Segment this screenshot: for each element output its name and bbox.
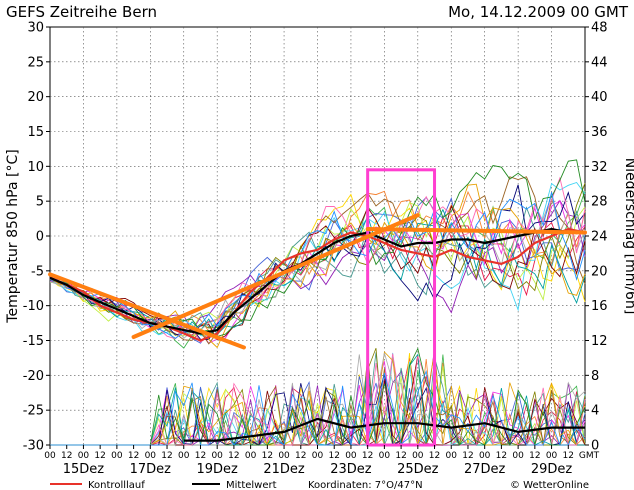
y-left-tick-label: -20: [23, 369, 44, 384]
main-series: [49, 227, 586, 442]
y-right-tick-label: 0: [591, 439, 599, 454]
y-left-tick-label: -15: [23, 334, 44, 349]
x-hour-label: 12: [496, 451, 507, 461]
y-left-tick-label: 10: [27, 160, 44, 175]
x-hour-label: 12: [262, 451, 273, 461]
mean-temp-line: [49, 227, 585, 335]
x-hour-label: 12: [128, 451, 139, 461]
x-hour-label: 00: [479, 451, 491, 461]
x-hour-label: 00: [412, 451, 424, 461]
x-hour-label: 12: [563, 451, 574, 461]
y-right-tick-label: 24: [591, 230, 608, 245]
x-hour-label: 12: [195, 451, 206, 461]
x-hour-label: 12: [429, 451, 440, 461]
y-left-tick-label: 5: [36, 195, 44, 210]
x-day-label: 27Dez: [464, 462, 506, 477]
x-hour-label: 00: [78, 451, 90, 461]
x-hour-label: 00: [211, 451, 223, 461]
x-day-label: 21Dez: [263, 462, 305, 477]
x-day-label: 23Dez: [330, 462, 372, 477]
y-left-tick-label: -10: [23, 299, 44, 314]
x-hour-label: 12: [462, 451, 473, 461]
x-day-label: 19Dez: [197, 462, 239, 477]
y-right-tick-label: 20: [591, 264, 608, 279]
annotations: [48, 168, 587, 447]
x-day-label: 15Dez: [63, 462, 105, 477]
x-day-label: 17Dez: [130, 462, 172, 477]
y-right-tick-label: 12: [591, 334, 608, 349]
y-left-tick-label: -30: [23, 439, 44, 454]
y-left-tick-label: 0: [36, 230, 44, 245]
y-left-tick-label: 30: [27, 21, 44, 36]
x-day-label: 25Dez: [397, 462, 439, 477]
legend-kontroll-label: Kontrolllauf: [88, 480, 145, 490]
y-left-tick-label: -5: [31, 264, 44, 279]
x-hour-label: 12: [529, 451, 540, 461]
x-hour-label: 00: [145, 451, 157, 461]
x-hour-label: 00: [245, 451, 257, 461]
x-hour-label: 12: [94, 451, 105, 461]
y-right-tick-label: 40: [591, 90, 608, 105]
temp-member-line: [49, 183, 586, 349]
legend-credit: © WetterOnline: [510, 480, 589, 490]
x-hour-label: 00: [546, 451, 558, 461]
x-hour-label: 00: [446, 451, 458, 461]
y-left-tick-label: 15: [27, 125, 44, 140]
trend-line: [48, 272, 246, 350]
y-right-tick-label: 44: [591, 55, 608, 70]
x-day-label: 29Dez: [531, 462, 573, 477]
legend: Kontrolllauf Mittelwert Koordinaten: 7°O…: [50, 480, 589, 490]
x-hour-label: 00: [278, 451, 290, 461]
x-axis: 00 12 00 12 00 12 00 12 00 12 00 12 00 12 00 12 00 12 00 12…: [44, 445, 600, 477]
temp-member-line: [49, 194, 586, 339]
y-left-tick-label: 20: [27, 90, 44, 105]
y-left-tick-label: 25: [27, 55, 44, 70]
y-axis-left: 30 25 20 15 10 5 0 -5 -10 -15 -20 -25 -30: [23, 21, 50, 454]
legend-mittel-label: Mittelwert: [226, 480, 277, 490]
x-hour-label: 00: [379, 451, 391, 461]
x-hour-label: 00: [44, 451, 56, 461]
x-hour-label: 00: [111, 451, 123, 461]
x-hour-label: 00: [345, 451, 357, 461]
x-hour-label: 12: [228, 451, 239, 461]
y-right-tick-label: 36: [591, 125, 608, 140]
temp-member-line: [49, 176, 586, 343]
run-label: Mo, 14.12.2009 00 GMT: [448, 3, 629, 21]
temp-member-line: [49, 208, 586, 336]
y-left-tick-label: -25: [23, 404, 44, 419]
trend-line: [365, 227, 587, 235]
x-hour-label: 00: [178, 451, 190, 461]
legend-coordinates: Koordinaten: 7°O/47°N: [308, 480, 423, 490]
x-hour-label: 12: [295, 451, 306, 461]
y-right-tick-label: 16: [591, 299, 608, 314]
x-hour-label: 12: [61, 451, 72, 461]
x-hour-label: 12: [395, 451, 406, 461]
x-hour-label: 12: [362, 451, 373, 461]
y-axis-right-label: Niederschlag [mm/6h]: [622, 158, 634, 315]
y-right-tick-label: 8: [591, 369, 599, 384]
y-right-tick-label: 28: [591, 195, 608, 210]
y-right-tick-label: 48: [591, 21, 608, 36]
y-right-tick-label: 4: [591, 404, 599, 419]
temp-member-line: [49, 176, 586, 345]
trend-line: [131, 213, 420, 340]
x-hour-label: 00: [512, 451, 524, 461]
mean-precip-line: [183, 417, 585, 442]
x-hour-label: 12: [328, 451, 339, 461]
kontroll-temp-line: [49, 227, 586, 342]
x-hour-label: 00: [312, 451, 324, 461]
y-right-tick-label: 32: [591, 160, 608, 175]
y-axis-left-label: Temperatur 850 hPa [°C]: [5, 149, 21, 323]
x-hour-label: 12: [161, 451, 172, 461]
x-hour-label: GMT: [579, 451, 600, 461]
chart-title: GEFS Zeitreihe Bern: [6, 3, 157, 21]
